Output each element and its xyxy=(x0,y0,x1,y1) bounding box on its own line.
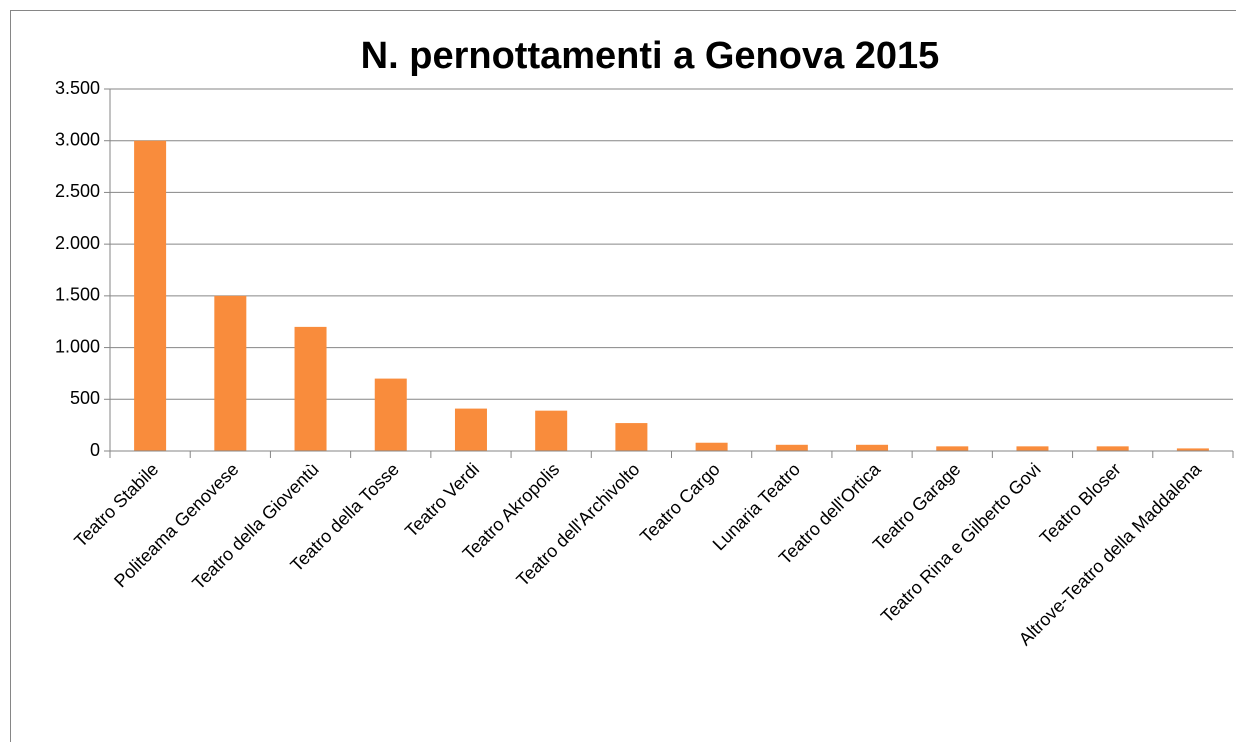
y-tick-label: 3.500 xyxy=(55,78,100,98)
bar xyxy=(936,446,969,451)
y-tick-label: 1.500 xyxy=(55,285,100,305)
bar xyxy=(695,442,728,451)
bar xyxy=(856,444,889,451)
bar xyxy=(294,326,327,451)
x-tick-label: Teatro Cargo xyxy=(636,459,724,547)
y-tick-label: 3.000 xyxy=(55,129,100,149)
bar xyxy=(775,444,808,451)
bar xyxy=(214,295,247,451)
y-tick-label: 1.000 xyxy=(55,336,100,356)
x-tick-label: Teatro Stabile xyxy=(70,459,162,551)
bar xyxy=(615,423,648,451)
x-tick-label: Teatro Rina e Gilberto Govi xyxy=(877,459,1045,627)
chart-border xyxy=(10,10,1236,742)
bar xyxy=(454,408,487,451)
bar xyxy=(1016,446,1049,451)
x-tick-label: Teatro Bloser xyxy=(1036,459,1125,548)
y-tick-label: 0 xyxy=(90,440,100,460)
chart-title: N. pernottamenti a Genova 2015 xyxy=(361,35,940,77)
y-tick-label: 500 xyxy=(70,388,100,408)
bar xyxy=(1096,446,1129,451)
bar xyxy=(1176,448,1209,451)
x-tick-label: Teatro Verdi xyxy=(401,459,483,541)
bar xyxy=(374,378,407,451)
y-tick-label: 2.500 xyxy=(55,181,100,201)
y-tick-label: 2.000 xyxy=(55,233,100,253)
bar xyxy=(535,410,568,451)
bar xyxy=(134,140,167,451)
